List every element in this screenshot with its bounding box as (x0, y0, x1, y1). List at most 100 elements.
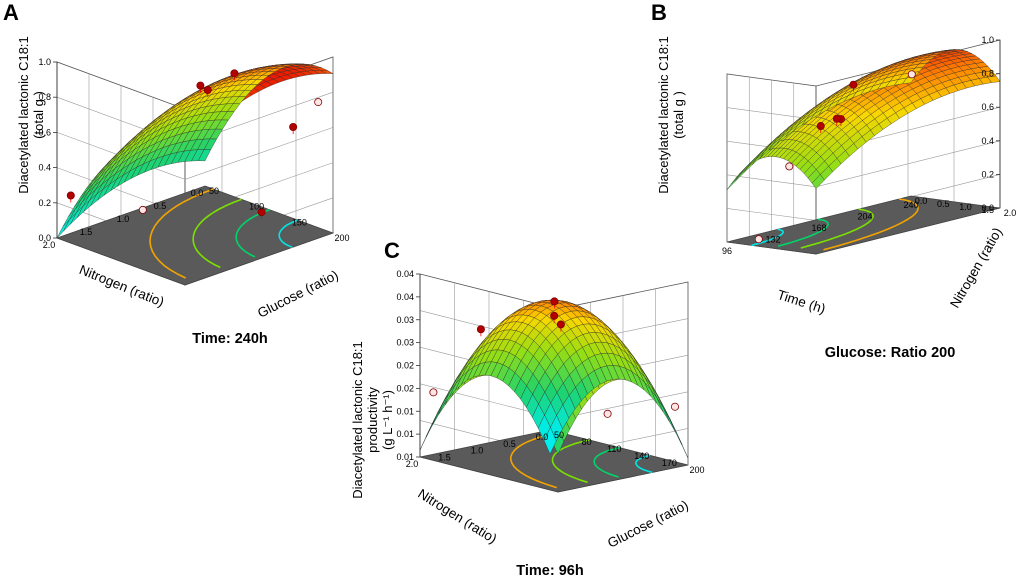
panel-letter: B (651, 0, 667, 25)
design-point (849, 80, 858, 89)
z-tick-label: 0.6 (981, 102, 994, 112)
design-point (203, 86, 212, 95)
design-point-below (603, 409, 612, 418)
response-surface (726, 49, 1001, 190)
design-point (550, 311, 559, 320)
z-axis-title: Diacetylated lactonic C18:1(total g ) (16, 36, 46, 194)
z-axis-title-line: Diacetylated lactonic C18:1 (16, 36, 31, 194)
surface-cell (198, 149, 212, 162)
surface-cell (543, 426, 557, 455)
surface-cell (726, 175, 740, 190)
x-tick-label: 110 (607, 444, 621, 454)
y-axis-title: Nitrogen (ratio) (415, 486, 499, 546)
design-point-below (138, 205, 147, 214)
z-tick-label: 0.8 (981, 69, 994, 79)
design-point-below (907, 70, 916, 79)
x-tick-label: 170 (662, 458, 677, 468)
panel-caption: Time: 240h (192, 331, 268, 347)
response-surface (419, 299, 689, 459)
z-tick-label: 0.01 (396, 406, 414, 416)
z-tick-label: 0.4 (981, 136, 994, 146)
z-axis-title-line: (total g ) (31, 91, 46, 139)
z-tick-label: 0.03 (396, 338, 414, 348)
design-point (289, 123, 298, 132)
panel-letter: C (384, 238, 400, 263)
y-tick-label: 0.0 (536, 432, 549, 442)
wall-gridline (56, 127, 334, 180)
design-point-below (785, 162, 794, 171)
x-tick-label: 80 (582, 437, 592, 447)
z-tick-label: 0.2 (981, 169, 994, 179)
z-tick-label: 0.04 (396, 292, 414, 302)
contour-floor (419, 429, 689, 493)
contour-line (777, 218, 830, 247)
panel-caption: Time: 96h (516, 563, 583, 579)
surface-cell (663, 407, 676, 433)
y-tick-label: 2.0 (406, 459, 419, 469)
surface-cell (751, 151, 765, 166)
panel-B: 0.0 0.2 0.4 0.6 0.8 1.0 240 204 168 132 96 0.0 0.5 1.… (651, 0, 1016, 361)
surface-cell (743, 159, 757, 174)
design-point-below (754, 235, 763, 244)
z-axis-title-line: productivity (365, 387, 380, 453)
design-point (832, 114, 841, 123)
surface-cell (656, 397, 670, 422)
x-tick-label: 200 (334, 233, 349, 243)
z-axis-title-line: (total g ) (671, 91, 686, 139)
design-point (230, 69, 239, 78)
x-tick-label: 96 (722, 246, 732, 256)
z-tick-label: 0.8 (38, 92, 51, 102)
y-tick-label: 1.0 (117, 214, 130, 224)
surface-cell (437, 391, 451, 415)
y-tick-label: 0.0 (915, 196, 928, 206)
design-point-below (429, 388, 438, 397)
panel-C: 0.01 0.01 0.01 0.02 0.02 0.03 0.03 0.04 0.04 50 80… (350, 238, 705, 579)
z-tick-label: 0.02 (396, 361, 414, 371)
z-tick-label: 0.04 (396, 269, 414, 279)
z-axis-title-line: Diacetylated lactonic C18:1 (656, 36, 671, 194)
y-tick-label: 1.5 (981, 205, 994, 215)
x-tick-label: 150 (292, 217, 307, 227)
panel-caption: Glucose: Ratio 200 (825, 345, 956, 361)
y-tick-label: 1.0 (959, 202, 972, 212)
y-tick-label: 0.5 (503, 439, 516, 449)
z-tick-label: 1.0 (981, 35, 994, 45)
x-axis-title: Time (h) (775, 287, 827, 317)
design-point (556, 320, 565, 329)
z-tick-label: 0.4 (38, 163, 51, 173)
z-tick-label: 0.6 (38, 127, 51, 137)
z-axis-title-line: (g L⁻¹ h⁻¹) (380, 390, 395, 450)
x-axis-title: Glucose (ratio) (255, 267, 341, 321)
z-tick-label: 1.0 (38, 57, 51, 67)
x-tick-label: 132 (765, 235, 780, 245)
design-point (816, 122, 825, 131)
design-point (196, 81, 205, 90)
contour-line (235, 208, 270, 258)
y-tick-label: 2.0 (1004, 208, 1017, 218)
design-point (476, 325, 485, 334)
x-tick-label: 200 (689, 465, 704, 475)
x-tick-label: 50 (209, 186, 219, 196)
contour-line (192, 198, 242, 269)
x-tick-label: 240 (903, 200, 918, 210)
y-tick-label: 0.5 (154, 201, 167, 211)
z-tick-label: 0.01 (396, 429, 414, 439)
design-point-below (671, 402, 680, 411)
design-point (550, 297, 559, 306)
x-tick-label: 140 (634, 451, 649, 461)
z-tick-label: 0.02 (396, 383, 414, 393)
design-point-below (314, 98, 323, 107)
x-axis-title: Glucose (ratio) (605, 497, 691, 551)
panel-letter: A (3, 0, 19, 25)
x-tick-label: 204 (857, 212, 872, 222)
y-tick-label: 0.0 (191, 188, 204, 198)
z-axis-title-line: Diacetylated lactonic C18:1 (350, 341, 365, 499)
surface-cell (650, 389, 664, 412)
y-tick-label: 1.0 (471, 446, 484, 456)
z-tick-label: 0.0 (38, 233, 51, 243)
z-tick-label: 0.03 (396, 315, 414, 325)
z-tick-label: 0.2 (38, 198, 51, 208)
contour-line (278, 219, 299, 249)
contour-line (551, 439, 590, 484)
contour-line (509, 431, 560, 489)
